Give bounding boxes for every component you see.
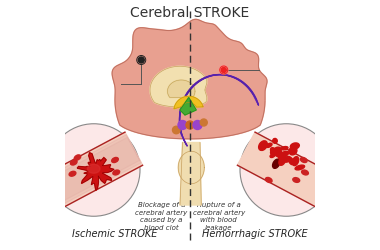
Polygon shape: [180, 142, 201, 205]
Circle shape: [219, 66, 228, 74]
Ellipse shape: [275, 151, 282, 155]
Ellipse shape: [272, 159, 280, 168]
Ellipse shape: [271, 150, 278, 155]
Ellipse shape: [279, 156, 286, 165]
Ellipse shape: [70, 160, 77, 165]
Text: Hemorrhagic STROKE: Hemorrhagic STROKE: [202, 229, 307, 239]
Polygon shape: [179, 74, 258, 146]
Ellipse shape: [278, 149, 281, 159]
Polygon shape: [178, 151, 204, 184]
Ellipse shape: [266, 178, 272, 182]
Polygon shape: [48, 137, 140, 203]
Polygon shape: [77, 153, 114, 190]
Circle shape: [240, 124, 332, 216]
Ellipse shape: [289, 158, 294, 165]
Ellipse shape: [283, 156, 291, 162]
Circle shape: [178, 120, 187, 130]
Text: Blockage of a
cerebral artery
caused by a
blood clot: Blockage of a cerebral artery caused by …: [135, 202, 187, 230]
Ellipse shape: [276, 151, 281, 156]
Polygon shape: [112, 19, 267, 139]
Ellipse shape: [74, 155, 81, 160]
Ellipse shape: [266, 143, 272, 148]
Polygon shape: [180, 98, 196, 115]
Ellipse shape: [271, 148, 276, 154]
Ellipse shape: [113, 170, 120, 175]
Ellipse shape: [271, 150, 278, 156]
Ellipse shape: [293, 178, 300, 182]
Circle shape: [173, 126, 180, 134]
Ellipse shape: [290, 143, 299, 149]
Text: Rupture of a
cerebral artery
with blood
leakage: Rupture of a cerebral artery with blood …: [193, 202, 245, 231]
Ellipse shape: [112, 158, 118, 162]
Ellipse shape: [69, 171, 76, 176]
Polygon shape: [238, 132, 335, 208]
Polygon shape: [168, 80, 195, 98]
Ellipse shape: [301, 158, 307, 162]
Ellipse shape: [273, 138, 277, 143]
Circle shape: [221, 68, 226, 72]
Circle shape: [186, 121, 194, 129]
Circle shape: [48, 124, 140, 216]
Circle shape: [193, 120, 202, 130]
Ellipse shape: [292, 157, 299, 166]
Polygon shape: [150, 66, 207, 107]
Ellipse shape: [274, 147, 281, 153]
Ellipse shape: [289, 147, 297, 155]
Ellipse shape: [281, 146, 288, 150]
Polygon shape: [46, 135, 141, 205]
Ellipse shape: [302, 170, 309, 175]
Ellipse shape: [259, 141, 267, 150]
Polygon shape: [87, 164, 100, 173]
Ellipse shape: [295, 165, 305, 170]
Polygon shape: [174, 96, 203, 109]
Ellipse shape: [270, 154, 275, 158]
Circle shape: [138, 57, 144, 63]
Circle shape: [200, 119, 207, 126]
Ellipse shape: [280, 151, 289, 157]
Text: Cerebral STROKE: Cerebral STROKE: [130, 6, 250, 20]
Text: Ischemic STROKE: Ischemic STROKE: [73, 229, 158, 239]
Polygon shape: [45, 132, 142, 208]
